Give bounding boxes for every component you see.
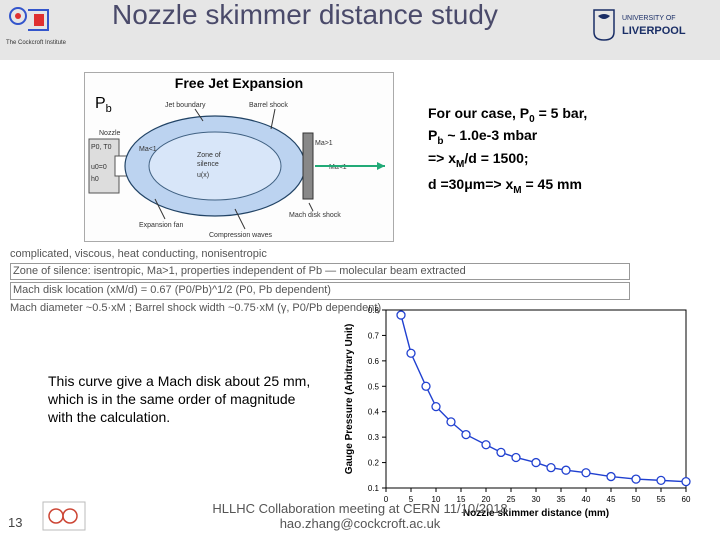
footer-line2: hao.zhang@cockcroft.ac.uk xyxy=(280,516,441,531)
svg-text:Nozzle: Nozzle xyxy=(99,130,121,137)
svg-text:Gauge Pressure (Arbitrary Unit: Gauge Pressure (Arbitrary Unit) xyxy=(344,324,355,475)
svg-text:Expansion fan: Expansion fan xyxy=(139,222,183,229)
svg-text:Jet boundary: Jet boundary xyxy=(165,102,206,109)
jet-expansion-diagram: Free Jet Expansion P0, T0 u0=0 h0 Nozzle… xyxy=(84,72,394,242)
cockcroft-logo-text: The Cockcroft Institute xyxy=(6,40,67,46)
case-parameters: For our case, P0 = 5 bar, Pb ~ 1.0e-3 mb… xyxy=(428,104,587,171)
svg-text:0.2: 0.2 xyxy=(368,459,380,468)
svg-text:Ma<1: Ma<1 xyxy=(139,146,157,153)
pressure-distance-chart: 0510152025303540455055600.10.20.30.40.50… xyxy=(338,300,698,520)
slide: The Cockcroft Institute UNIVERSITY OF LI… xyxy=(0,0,720,540)
svg-text:Zone of: Zone of xyxy=(197,152,221,159)
jet-expansion-svg: P0, T0 u0=0 h0 Nozzle Jet boundary Barre… xyxy=(85,91,393,241)
svg-text:h0: h0 xyxy=(91,176,99,183)
case-line1: For our case, P0 = 5 bar, xyxy=(428,104,587,126)
svg-text:silence: silence xyxy=(197,161,219,168)
slide-title: Nozzle skimmer distance study xyxy=(112,0,498,31)
footer: HLLHC Collaboration meeting at CERN 11/1… xyxy=(0,501,720,532)
footer-line1: HLLHC Collaboration meeting at CERN 11/1… xyxy=(212,501,507,516)
diagram-title: Free Jet Expansion xyxy=(85,75,393,91)
cockcroft-logo: The Cockcroft Institute xyxy=(4,2,78,59)
svg-text:0.6: 0.6 xyxy=(368,357,380,366)
svg-text:0.5: 0.5 xyxy=(368,382,380,391)
svg-text:u0=0: u0=0 xyxy=(91,164,107,171)
svg-text:0.3: 0.3 xyxy=(368,433,380,442)
svg-text:LIVERPOOL: LIVERPOOL xyxy=(622,25,686,37)
svg-text:u(x): u(x) xyxy=(197,172,209,179)
case-line2: Pb ~ 1.0e-3 mbar xyxy=(428,126,587,148)
case-line4: d =30μm=> xM = 45 mm xyxy=(428,176,582,196)
svg-text:P0, T0: P0, T0 xyxy=(91,144,112,151)
svg-text:0.4: 0.4 xyxy=(368,408,380,417)
mid-l3: Mach disk location (xM/d) = 0.67 (P0/Pb)… xyxy=(10,282,630,299)
svg-text:0.7: 0.7 xyxy=(368,331,380,340)
svg-text:UNIVERSITY OF: UNIVERSITY OF xyxy=(622,15,676,22)
case-line3: => xM/d = 1500; xyxy=(428,149,587,171)
svg-text:Barrel shock: Barrel shock xyxy=(249,102,288,109)
svg-text:Compression waves: Compression waves xyxy=(209,232,273,239)
mid-l2: Zone of silence: isentropic, Ma>1, prope… xyxy=(10,263,630,280)
svg-text:Mach disk shock: Mach disk shock xyxy=(289,212,341,219)
chart-caption: This curve give a Mach disk about 25 mm,… xyxy=(48,372,318,427)
liverpool-logo: UNIVERSITY OF LIVERPOOL xyxy=(586,6,714,51)
mid-l1: complicated, viscous, heat conducting, n… xyxy=(10,248,630,261)
svg-text:0.1: 0.1 xyxy=(368,484,380,493)
svg-text:Ma>1: Ma>1 xyxy=(315,140,333,147)
svg-text:0.8: 0.8 xyxy=(368,306,380,315)
pb-label: Pb xyxy=(95,95,112,115)
